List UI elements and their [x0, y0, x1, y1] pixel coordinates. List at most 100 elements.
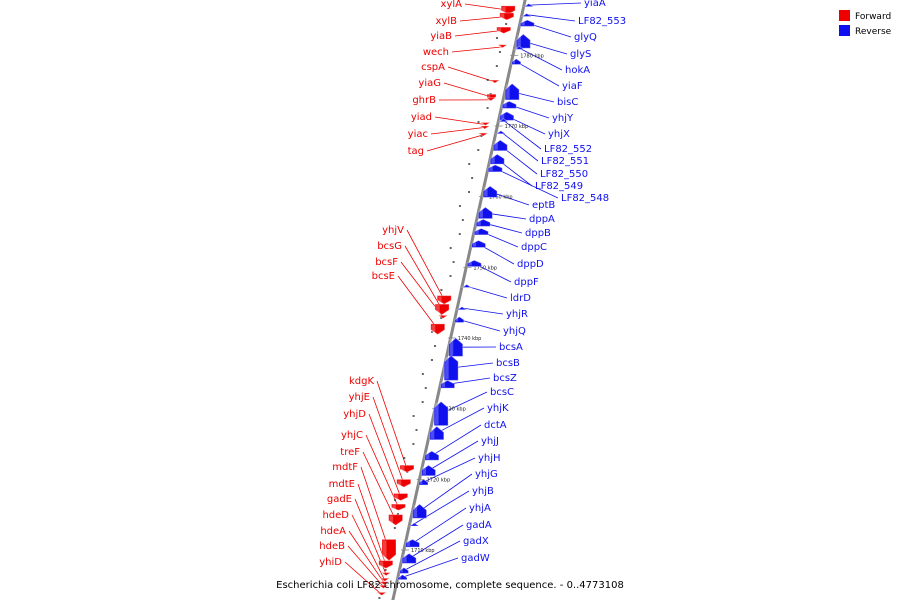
gene-leader-line: [351, 514, 386, 581]
gene-label-reverse: eptB: [532, 200, 555, 211]
gene-leader-line: [397, 275, 439, 330]
gene-feature: [487, 164, 503, 173]
gene-leader-line: [495, 168, 559, 199]
gene-feature: [388, 514, 404, 526]
gene-label-reverse: gadW: [461, 553, 490, 564]
gene-label-reverse: yhjB: [472, 486, 494, 497]
gene-leader-line: [426, 134, 484, 152]
gene-feature: [455, 306, 469, 311]
gene-feature: [430, 323, 446, 336]
gene-feature: [448, 337, 464, 357]
gene-leader-line: [365, 434, 399, 508]
gene-leader-line: [503, 120, 542, 150]
tick-label: 1780 kbp: [520, 53, 544, 59]
gene-leader-line: [516, 61, 560, 87]
gene-label-reverse: LF82_551: [541, 156, 589, 167]
gene-leader-line: [414, 490, 470, 525]
gene-label-reverse: yhjQ: [503, 326, 526, 337]
legend-label-forward: Forward: [855, 12, 891, 22]
gene-label-reverse: LF82_550: [540, 169, 588, 180]
gene-leader-line: [451, 46, 503, 53]
gene-leader-line: [436, 407, 485, 434]
gene-feature: [460, 283, 473, 288]
gene-feature: [398, 567, 409, 574]
tick-label: 1730 kbp: [442, 407, 466, 413]
gene-feature: [375, 591, 388, 597]
gene-feature: [434, 303, 450, 316]
gene-label-forward: yhjD: [343, 409, 366, 420]
gene-label-reverse: LF82_552: [544, 144, 592, 155]
gene-feature: [515, 33, 531, 49]
gene-feature: [433, 400, 449, 427]
gene-leader-line: [368, 413, 402, 498]
gene-label-forward: wech: [423, 47, 449, 58]
gene-label-reverse: yhjG: [475, 469, 498, 480]
gene-label-reverse: gadX: [463, 536, 489, 547]
gene-feature: [476, 132, 490, 137]
gene-label-reverse: yhjH: [478, 453, 501, 464]
gene-leader-line: [528, 2, 582, 6]
gene-leader-line: [464, 3, 509, 11]
gene-feature: [504, 82, 520, 101]
gene-label-reverse: dppA: [529, 214, 555, 225]
gene-label-reverse: dppD: [517, 259, 544, 270]
gene-label-reverse: bcsB: [496, 358, 520, 369]
gene-feature: [412, 503, 428, 519]
gene-feature: [440, 379, 456, 389]
tick-label: 1770 kbp: [505, 124, 529, 130]
gene-feature: [477, 206, 493, 220]
gene-leader-line: [519, 47, 563, 71]
gene-label-reverse: yhjJ: [481, 436, 499, 447]
gene-leader-line: [430, 127, 485, 135]
gene-feature: [443, 355, 459, 381]
gene-leader-line: [459, 16, 507, 22]
gene-leader-line: [344, 561, 382, 595]
gene-feature: [520, 12, 533, 17]
gene-label-reverse: bcsZ: [493, 373, 517, 384]
gene-label-reverse: yhjA: [469, 503, 491, 514]
gene-label-reverse: hokA: [565, 65, 590, 76]
gene-label-forward: yhjC: [341, 430, 363, 441]
gene-label-reverse: LF82_548: [561, 193, 609, 204]
gene-label-forward: xylB: [436, 16, 458, 27]
tick-label: 1750 kbp: [473, 265, 497, 271]
gene-feature: [408, 522, 421, 527]
gene-feature: [454, 316, 465, 323]
gene-labels: xylA xylB yiaB wech cspA yiaG ghrB yiad yiac tag y…: [319, 0, 626, 568]
gene-label-forward: cspA: [421, 62, 445, 73]
tick-label: 1710 kbp: [411, 548, 435, 554]
gene-leader-line: [461, 307, 504, 315]
gene-feature: [513, 45, 526, 50]
gene-label-reverse: glyQ: [574, 32, 597, 43]
gene-leader-line: [348, 530, 385, 584]
gene-leader-line: [406, 229, 445, 301]
gene-label-reverse: gadA: [466, 520, 492, 531]
gene-label-forward: bcsG: [377, 241, 402, 252]
gene-leader-line: [376, 380, 408, 469]
gene-label-forward: hdeB: [319, 541, 345, 552]
gene-feature: [479, 121, 492, 127]
gene-leader-line: [423, 457, 476, 483]
gene-label-forward: hdeD: [322, 510, 349, 521]
gene-feature: [522, 2, 535, 8]
gene-leader-line: [447, 377, 491, 385]
tick-label: 1720 kbp: [427, 477, 451, 483]
gene-label-reverse: yhjY: [552, 113, 574, 124]
gene-feature: [496, 26, 512, 34]
gene-label-reverse: bcsC: [490, 387, 514, 398]
gene-feature: [500, 5, 516, 15]
gene-label-reverse: bisC: [557, 97, 578, 108]
gene-feature: [488, 79, 502, 84]
gene-feature: [473, 227, 489, 236]
gene-label-forward: yhjV: [382, 225, 404, 236]
gene-feature: [492, 139, 508, 152]
legend: Forward Reverse: [839, 10, 892, 37]
tick-label: 1760 kbp: [489, 195, 513, 201]
gene-label-forward: mdtF: [332, 462, 358, 473]
gene-feature: [397, 574, 408, 581]
gene-leader-line: [428, 440, 479, 471]
figure-caption: Escherichia coli LF82 chromosome, comple…: [276, 580, 624, 591]
gene-feature: [489, 153, 505, 165]
gene-label-reverse: yhjR: [506, 309, 528, 320]
gene-feature: [378, 560, 394, 569]
